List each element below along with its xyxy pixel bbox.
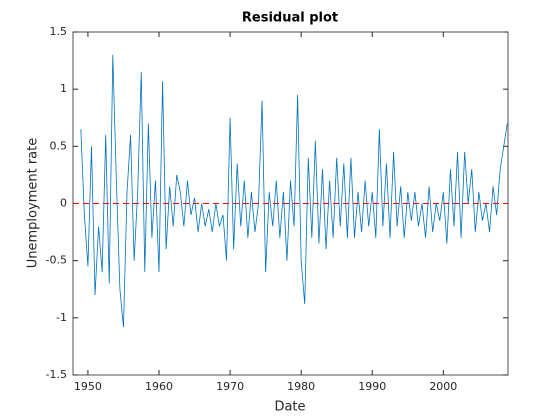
- x-tick-label: 1970: [216, 380, 244, 393]
- x-tick-label: 2000: [429, 380, 457, 393]
- x-tick-label: 1960: [145, 380, 173, 393]
- y-tick-label: 1: [60, 82, 67, 95]
- y-tick-label: -1.5: [46, 368, 67, 381]
- x-tick-label: 1990: [358, 380, 386, 393]
- y-tick-label: 0: [60, 197, 67, 210]
- y-tick-label: -1: [56, 311, 67, 324]
- x-tick-label: 1950: [74, 380, 102, 393]
- y-tick-label: 1.5: [50, 25, 68, 38]
- x-tick-label: 1980: [287, 380, 315, 393]
- y-axis-label: Unemployment rate: [26, 138, 41, 268]
- x-axis-label: Date: [274, 400, 305, 415]
- y-tick-label: -0.5: [46, 254, 67, 267]
- axes-box: [72, 31, 509, 376]
- y-tick-label: 0.5: [50, 139, 68, 152]
- chart-title: Residual plot: [242, 11, 338, 26]
